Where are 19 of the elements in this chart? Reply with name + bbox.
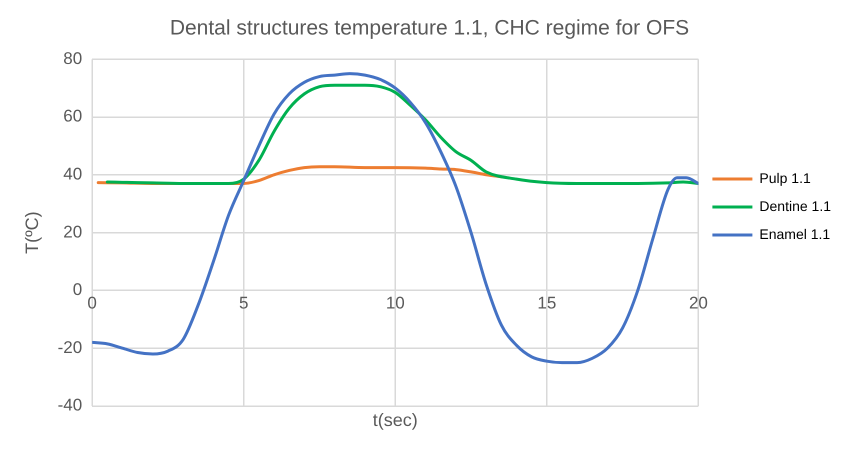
x-tick-label: 10 — [386, 293, 405, 312]
y-axis-title: T(ºC) — [22, 211, 42, 254]
legend-label: Enamel 1.1 — [759, 226, 830, 242]
y-tick-label: -40 — [58, 396, 82, 415]
x-tick-label: 15 — [537, 293, 556, 312]
x-tick-label: 0 — [87, 293, 97, 312]
legend-label: Dentine 1.1 — [759, 198, 832, 214]
x-tick-label: 20 — [688, 293, 708, 312]
y-tick-label: 80 — [63, 48, 82, 68]
y-tick-label: 40 — [63, 164, 82, 184]
y-tick-label: -20 — [58, 338, 82, 357]
legend-label: Pulp 1.1 — [759, 170, 811, 186]
x-tick-label: 5 — [238, 293, 248, 312]
chart-title: Dental structures temperature 1.1, CHC regime for OFS — [170, 16, 690, 40]
y-tick-label: 0 — [72, 280, 82, 300]
line-series — [106, 84, 698, 185]
y-tick-label: 20 — [63, 222, 82, 242]
y-tick-label: 60 — [63, 106, 82, 126]
x-axis-title: t(sec) — [372, 410, 418, 430]
